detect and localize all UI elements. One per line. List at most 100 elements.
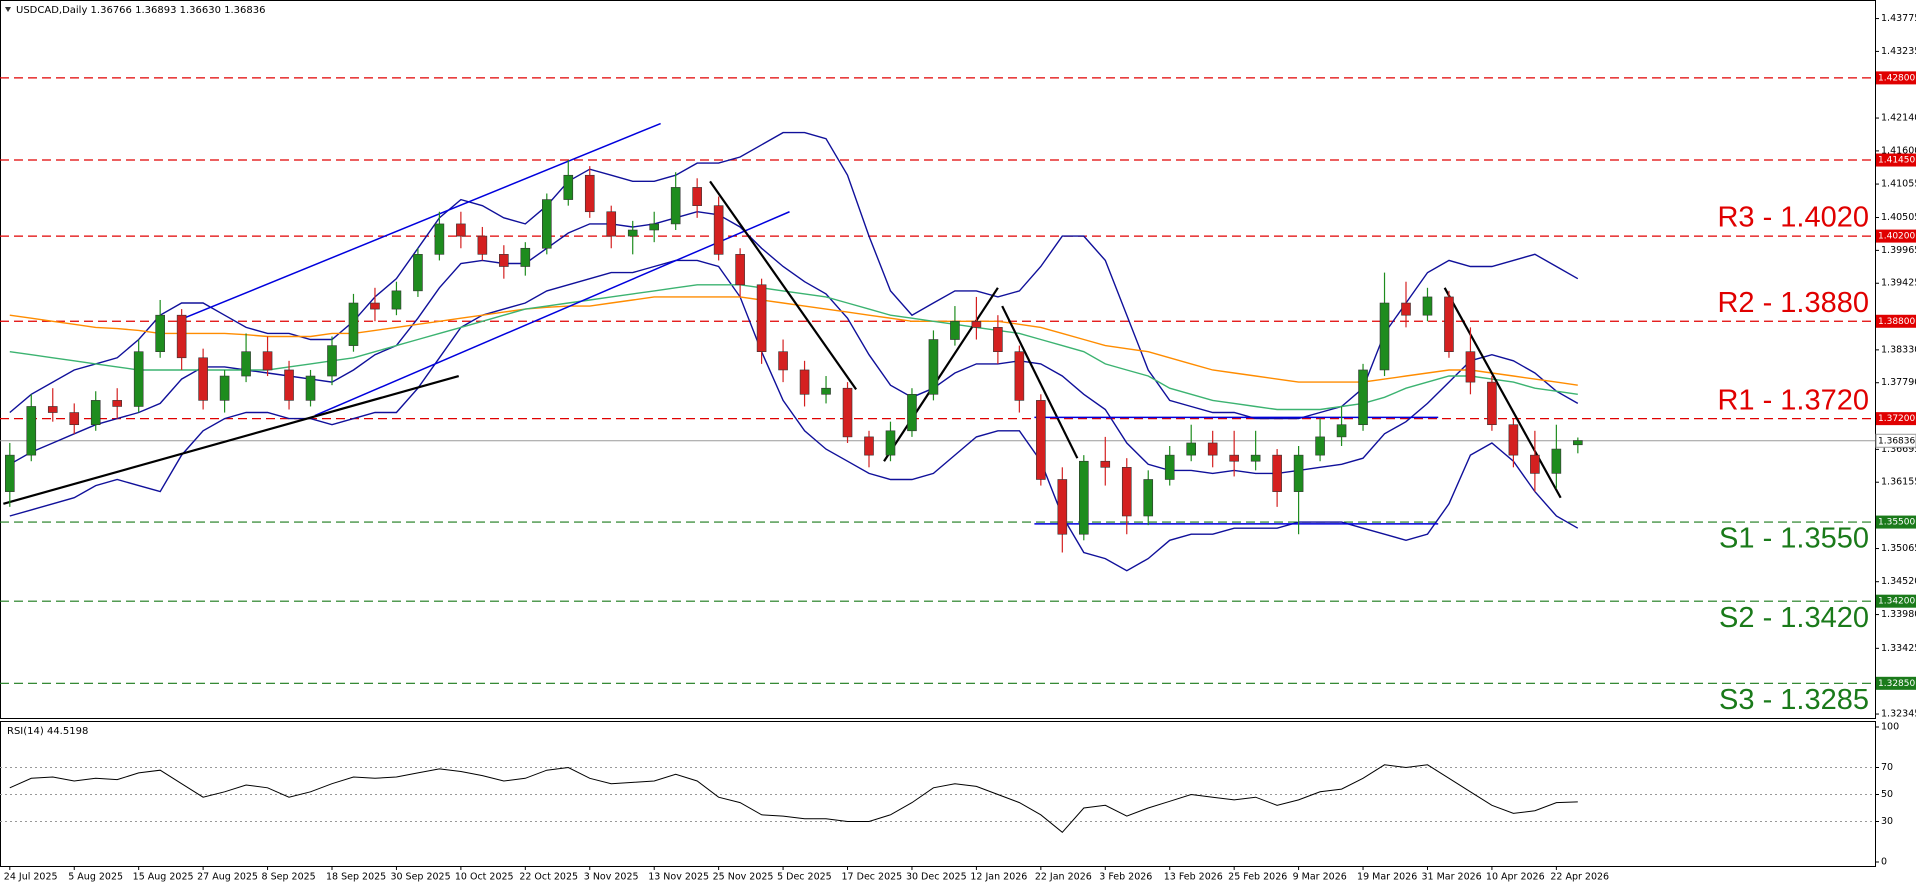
candle-body bbox=[413, 254, 423, 292]
x-tick-label: 5 Dec 2025 bbox=[777, 872, 832, 883]
candle-body bbox=[69, 412, 80, 426]
x-tick-label: 30 Sep 2025 bbox=[390, 872, 450, 883]
y-tick-label: 1.32345 bbox=[1881, 709, 1916, 720]
indicator-layer bbox=[3, 122, 1579, 833]
x-tick-label: 19 Mar 2026 bbox=[1357, 872, 1417, 883]
menu-icon[interactable] bbox=[5, 7, 11, 12]
trendline bbox=[314, 211, 790, 417]
x-tick-label: 18 Sep 2025 bbox=[326, 872, 386, 883]
price-tag bbox=[1876, 153, 1916, 167]
y-tick-label: 1.40505 bbox=[1881, 212, 1916, 223]
candle-body bbox=[348, 302, 359, 346]
x-tick-label: 13 Nov 2025 bbox=[648, 872, 709, 883]
y-tick-label: 1.43235 bbox=[1881, 46, 1916, 57]
candle-body bbox=[370, 302, 380, 310]
y-tick-label: 1.41055 bbox=[1881, 179, 1916, 190]
candle-body bbox=[1207, 442, 1218, 456]
y-tick-label: 1.35065 bbox=[1881, 543, 1916, 554]
y-tick-label: 100 bbox=[1881, 722, 1899, 733]
y-tick-label: 50 bbox=[1881, 789, 1893, 800]
y-tick-label: 1.33980 bbox=[1881, 609, 1916, 620]
candle-body bbox=[1551, 448, 1562, 474]
candle-body bbox=[1293, 454, 1304, 492]
candle-body bbox=[563, 174, 574, 200]
candle-body bbox=[1465, 351, 1476, 383]
candle-body bbox=[1573, 440, 1583, 446]
candle-body bbox=[1336, 424, 1347, 438]
y-tick-label: 1.34520 bbox=[1881, 576, 1916, 587]
price-tag-label: 1.42800 bbox=[1878, 73, 1915, 83]
candle-body bbox=[499, 254, 509, 267]
candle-body bbox=[778, 351, 788, 371]
candle-body bbox=[1100, 460, 1111, 468]
candle-body bbox=[112, 400, 122, 407]
indicator-line bbox=[9, 131, 1579, 420]
price-tag bbox=[1876, 515, 1916, 529]
price-tag-label: 1.41450 bbox=[1878, 156, 1915, 166]
candle-body bbox=[950, 320, 960, 340]
level-label: R1 - 1.3720 bbox=[1717, 384, 1869, 416]
x-tick-label: 10 Apr 2026 bbox=[1486, 872, 1545, 883]
candle-body bbox=[5, 454, 15, 492]
x-tick-label: 25 Nov 2025 bbox=[713, 872, 774, 883]
candle-body bbox=[262, 351, 273, 371]
grid-layer: 1.43775 1.43235 1.42140 1.41600 1.41055 1.405… bbox=[0, 13, 1916, 883]
y-tick-label: 1.38330 bbox=[1881, 344, 1916, 355]
x-tick-label: 15 Aug 2025 bbox=[133, 872, 194, 883]
candle-body bbox=[1508, 424, 1519, 456]
candle-body bbox=[284, 369, 294, 401]
candle-body bbox=[821, 387, 831, 395]
x-tick-label: 30 Dec 2025 bbox=[906, 872, 967, 883]
level-label: R3 - 1.4020 bbox=[1717, 202, 1869, 234]
candle-body bbox=[1079, 460, 1089, 535]
y-tick-label: 1.37790 bbox=[1881, 377, 1916, 388]
price-tag bbox=[1876, 412, 1916, 426]
candle-body bbox=[1358, 369, 1368, 426]
x-tick-label: 22 Oct 2025 bbox=[519, 872, 578, 883]
candle-body bbox=[26, 406, 37, 456]
x-tick-label: 22 Jan 2026 bbox=[1035, 872, 1092, 883]
y-tick-label: 70 bbox=[1881, 762, 1893, 773]
y-tick-label: 1.33425 bbox=[1881, 643, 1916, 654]
x-tick-label: 3 Feb 2026 bbox=[1099, 872, 1152, 883]
candle-body bbox=[1036, 400, 1046, 480]
candle-body bbox=[1444, 296, 1454, 352]
indicator-line bbox=[9, 284, 1578, 411]
candle-body bbox=[692, 187, 702, 206]
last-price-label: 1.36836 bbox=[1878, 436, 1915, 446]
candle-body bbox=[670, 187, 681, 225]
y-tick-label: 1.42140 bbox=[1881, 113, 1916, 124]
y-tick-label: 1.36695 bbox=[1881, 444, 1916, 455]
y-tick-label: 1.41600 bbox=[1881, 145, 1916, 156]
chart-header: USDCAD,Daily 1.36766 1.36893 1.36630 1.3… bbox=[16, 5, 266, 16]
candle-body bbox=[1487, 381, 1497, 426]
x-tick-label: 27 Aug 2025 bbox=[197, 872, 258, 883]
price-tag-label: 1.34200 bbox=[1878, 597, 1915, 607]
price-tag-label: 1.38800 bbox=[1878, 317, 1915, 327]
x-tick-label: 13 Feb 2026 bbox=[1164, 872, 1223, 883]
trendline bbox=[883, 287, 999, 462]
candle-body bbox=[477, 235, 488, 255]
y-tick-label: 0 bbox=[1881, 857, 1887, 868]
indicator-line bbox=[9, 259, 1579, 572]
trendline bbox=[1443, 287, 1562, 499]
price-tag-label: 1.40200 bbox=[1878, 232, 1915, 242]
candle-body bbox=[1143, 479, 1154, 517]
x-tick-label: 5 Aug 2025 bbox=[68, 872, 123, 883]
trendline bbox=[183, 122, 661, 319]
candle-body bbox=[241, 351, 251, 377]
price-tag bbox=[1876, 71, 1916, 85]
candle-body bbox=[456, 223, 466, 237]
price-tag-label: 1.32850 bbox=[1878, 679, 1915, 689]
candle-body bbox=[1401, 302, 1411, 316]
candle-body bbox=[47, 406, 58, 413]
rsi-line bbox=[9, 764, 1578, 833]
candle-body bbox=[1014, 351, 1025, 401]
candle-body bbox=[1164, 454, 1175, 480]
candle-body bbox=[627, 229, 638, 237]
candle-body bbox=[133, 351, 144, 407]
candle-body bbox=[391, 290, 402, 310]
level-label: S3 - 1.3285 bbox=[1719, 684, 1869, 716]
candle-body bbox=[649, 223, 660, 231]
